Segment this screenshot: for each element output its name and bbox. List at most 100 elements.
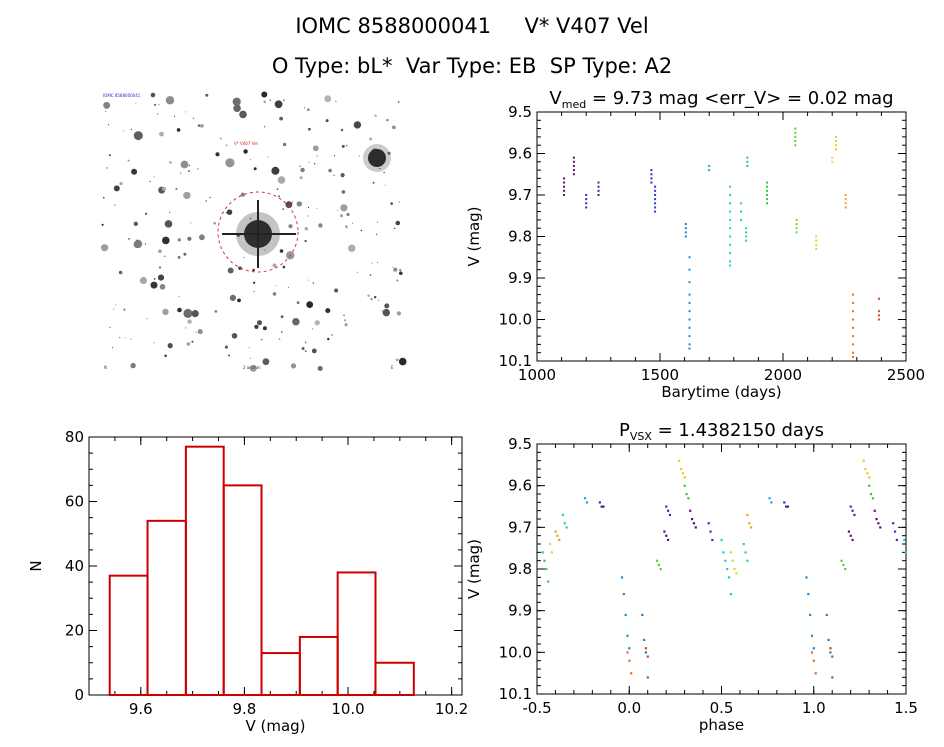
phased-point [847, 530, 851, 533]
field-star [303, 107, 305, 109]
field-star [272, 263, 277, 268]
phased-point [668, 513, 672, 517]
phased-point [727, 576, 731, 579]
field-star [280, 315, 284, 319]
lightcurve-point [794, 135, 797, 138]
field-star [370, 298, 373, 301]
field-star [396, 279, 399, 282]
field-star [317, 366, 323, 371]
field-star [190, 222, 192, 224]
field-star [372, 181, 375, 184]
field-star [371, 262, 373, 264]
histogram-bar [260, 652, 301, 697]
phased-point [812, 647, 815, 650]
field-star [383, 171, 385, 174]
phased-point [620, 576, 624, 579]
lightcurve-point [729, 243, 732, 246]
field-star [225, 212, 227, 214]
field-star [325, 119, 329, 123]
histogram-bar [298, 635, 339, 697]
field-star [312, 282, 314, 284]
phased-point [873, 509, 876, 512]
field-star [261, 91, 268, 98]
field-star [275, 285, 277, 287]
phased-point [735, 572, 738, 575]
field-star [378, 299, 380, 301]
field-star [313, 162, 316, 165]
field-star [253, 291, 255, 293]
phased-point [663, 530, 666, 533]
lightcurve-point [650, 173, 653, 176]
lightcurve-point [877, 310, 880, 313]
phased-point [543, 559, 546, 562]
lightcurve-point [572, 173, 575, 176]
field-star [157, 274, 165, 281]
lightcurve-point [852, 335, 855, 338]
y-tick-label: 9.5 [508, 103, 532, 121]
field-star [165, 96, 175, 105]
phased-point [548, 543, 552, 546]
phased-point [840, 559, 843, 562]
field-star [327, 337, 330, 341]
lightcurve-point [688, 268, 691, 271]
phased-point [655, 559, 659, 562]
field-star [163, 255, 166, 258]
field-star [299, 165, 301, 167]
field-star [340, 214, 343, 218]
phased-point [683, 484, 686, 487]
field-star [133, 221, 138, 226]
field-star [174, 115, 176, 117]
histogram-bar [374, 661, 415, 696]
phased-point [814, 672, 817, 675]
field-star [340, 128, 344, 132]
field-star [103, 101, 111, 109]
lightcurve-point [729, 227, 732, 230]
field-star [399, 271, 403, 275]
field-star [108, 154, 111, 157]
lightcurve-point [563, 185, 566, 188]
phased-point [770, 501, 773, 504]
phased-point [864, 468, 867, 471]
field-star [307, 206, 310, 208]
lightcurve-point [745, 239, 748, 242]
phased-point [726, 568, 729, 571]
phased-point [849, 505, 852, 508]
field-star [145, 212, 148, 215]
phased-point [903, 538, 906, 542]
phased-point [831, 655, 834, 658]
lightcurve-point [688, 281, 691, 284]
field-star [278, 338, 281, 341]
field-star [128, 238, 130, 240]
field-star [343, 314, 345, 316]
phased-point [583, 497, 587, 500]
phased-point [541, 551, 544, 554]
y-tick-label: 9.7 [508, 518, 532, 536]
field-star [177, 238, 181, 242]
x-tick-label: -0.5 [522, 699, 551, 717]
lightcurve-point [766, 202, 769, 205]
lightcurve-point [597, 185, 600, 188]
lightcurve-point [729, 210, 732, 213]
phased-point [879, 526, 882, 529]
field-star [382, 308, 390, 317]
phased-point [810, 634, 814, 637]
field-star [316, 207, 318, 209]
field-star [164, 354, 167, 358]
finder-bottom-left-text: N [104, 365, 107, 370]
phased-point [731, 559, 734, 562]
field-star [311, 348, 317, 354]
phased-point [807, 593, 810, 596]
field-star [215, 152, 220, 157]
field-star [356, 271, 359, 273]
x-tick-label: 1000 [518, 366, 556, 384]
phased-point [720, 538, 723, 542]
x-tick-label: 1.5 [894, 699, 918, 717]
lightcurve-point [745, 231, 748, 234]
y-axis-label: V (mag) [465, 539, 483, 599]
field-star [249, 217, 252, 220]
phased-point [810, 651, 814, 654]
field-star [358, 155, 360, 157]
target-star [222, 200, 296, 268]
field-star [296, 301, 300, 304]
lightcurve-point [740, 210, 743, 213]
